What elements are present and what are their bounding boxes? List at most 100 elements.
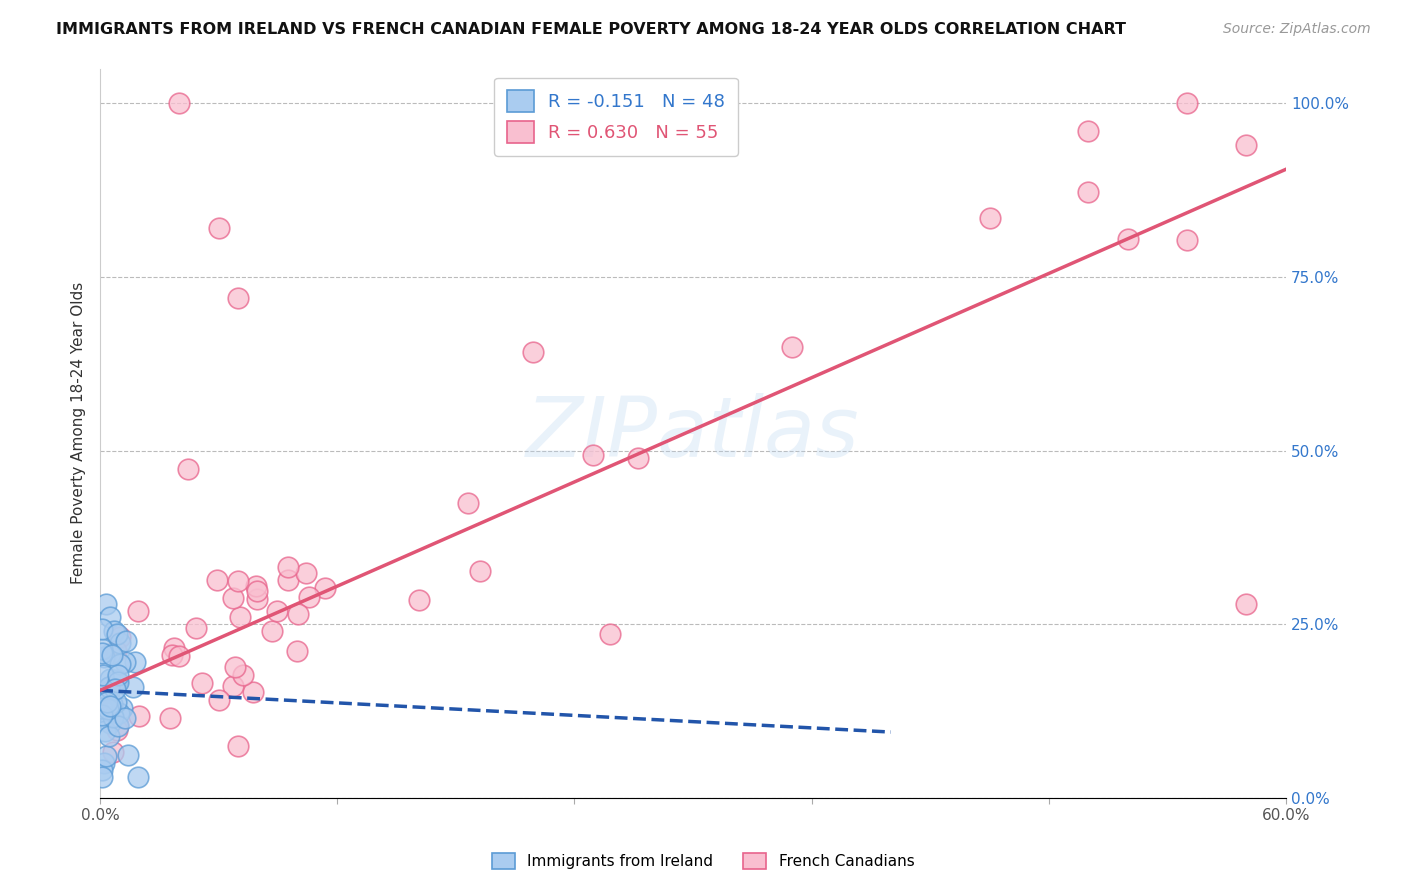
Text: Source: ZipAtlas.com: Source: ZipAtlas.com	[1223, 22, 1371, 37]
Point	[96, 702, 118, 716]
Point	[1077, 186, 1099, 200]
Point	[105, 723, 128, 737]
Point	[100, 647, 122, 661]
Point	[91, 700, 114, 714]
Legend: Immigrants from Ireland, French Canadians: Immigrants from Ireland, French Canadian…	[485, 847, 921, 875]
Point	[91, 646, 114, 660]
Point	[96, 690, 118, 704]
Point	[114, 655, 136, 669]
Point	[1236, 597, 1258, 611]
Point	[408, 593, 430, 607]
Point	[1175, 96, 1198, 111]
Point	[103, 682, 125, 697]
Point	[100, 716, 122, 731]
Point	[96, 696, 118, 710]
Point	[228, 574, 250, 588]
Point	[127, 605, 149, 619]
Point	[287, 607, 309, 621]
Point	[91, 707, 114, 722]
Point	[107, 718, 129, 732]
Point	[167, 96, 190, 111]
Point	[208, 221, 231, 235]
Point	[122, 680, 145, 694]
Point	[221, 591, 243, 605]
Point	[457, 496, 479, 510]
Point	[98, 610, 121, 624]
Point	[127, 770, 149, 784]
Text: IMMIGRANTS FROM IRELAND VS FRENCH CANADIAN FEMALE POVERTY AMONG 18-24 YEAR OLDS : IMMIGRANTS FROM IRELAND VS FRENCH CANADI…	[56, 22, 1126, 37]
Point	[111, 701, 134, 715]
Point	[93, 667, 115, 681]
Point	[94, 749, 117, 764]
Point	[222, 680, 245, 694]
Point	[228, 739, 250, 754]
Text: ZIPatlas: ZIPatlas	[526, 392, 860, 474]
Point	[107, 675, 129, 690]
Point	[91, 622, 114, 636]
Point	[91, 764, 114, 778]
Point	[110, 657, 132, 671]
Point	[246, 583, 269, 598]
Point	[100, 699, 122, 714]
Point	[159, 711, 181, 725]
Point	[100, 672, 122, 686]
Point	[190, 676, 212, 690]
Point	[277, 573, 299, 587]
Point	[780, 340, 803, 354]
Point	[97, 680, 120, 694]
Point	[245, 579, 267, 593]
Point	[1116, 232, 1139, 246]
Point	[294, 566, 316, 580]
Point	[627, 450, 650, 465]
Point	[91, 770, 114, 784]
Point	[108, 706, 131, 720]
Point	[105, 627, 128, 641]
Y-axis label: Female Poverty Among 18-24 Year Olds: Female Poverty Among 18-24 Year Olds	[72, 282, 86, 584]
Point	[162, 648, 184, 663]
Point	[91, 642, 114, 657]
Point	[208, 692, 231, 706]
Point	[101, 697, 124, 711]
Point	[94, 597, 117, 611]
Point	[94, 685, 117, 699]
Point	[98, 685, 121, 699]
Point	[108, 636, 131, 650]
Point	[314, 581, 336, 595]
Point	[260, 624, 283, 639]
Point	[105, 673, 128, 687]
Point	[162, 640, 184, 655]
Point	[266, 604, 288, 618]
Point	[114, 634, 136, 648]
Point	[979, 211, 1001, 226]
Point	[176, 462, 198, 476]
Point	[599, 627, 621, 641]
Point	[103, 745, 125, 759]
Point	[186, 621, 208, 635]
Point	[224, 660, 246, 674]
Point	[98, 730, 121, 744]
Point	[108, 630, 131, 644]
Point	[104, 695, 127, 709]
Point	[103, 624, 125, 639]
Point	[246, 592, 269, 607]
Legend: R = -0.151   N = 48, R = 0.630   N = 55: R = -0.151 N = 48, R = 0.630 N = 55	[494, 78, 738, 156]
Point	[93, 650, 115, 665]
Point	[522, 345, 544, 359]
Point	[228, 291, 250, 305]
Point	[1077, 124, 1099, 138]
Point	[228, 609, 250, 624]
Point	[277, 560, 299, 574]
Point	[205, 574, 228, 588]
Point	[124, 655, 146, 669]
Point	[242, 684, 264, 698]
Point	[101, 648, 124, 662]
Point	[107, 717, 129, 731]
Point	[167, 648, 190, 663]
Point	[1175, 233, 1198, 247]
Point	[103, 710, 125, 724]
Point	[285, 644, 308, 658]
Point	[94, 724, 117, 739]
Point	[128, 709, 150, 723]
Point	[468, 564, 491, 578]
Point	[114, 710, 136, 724]
